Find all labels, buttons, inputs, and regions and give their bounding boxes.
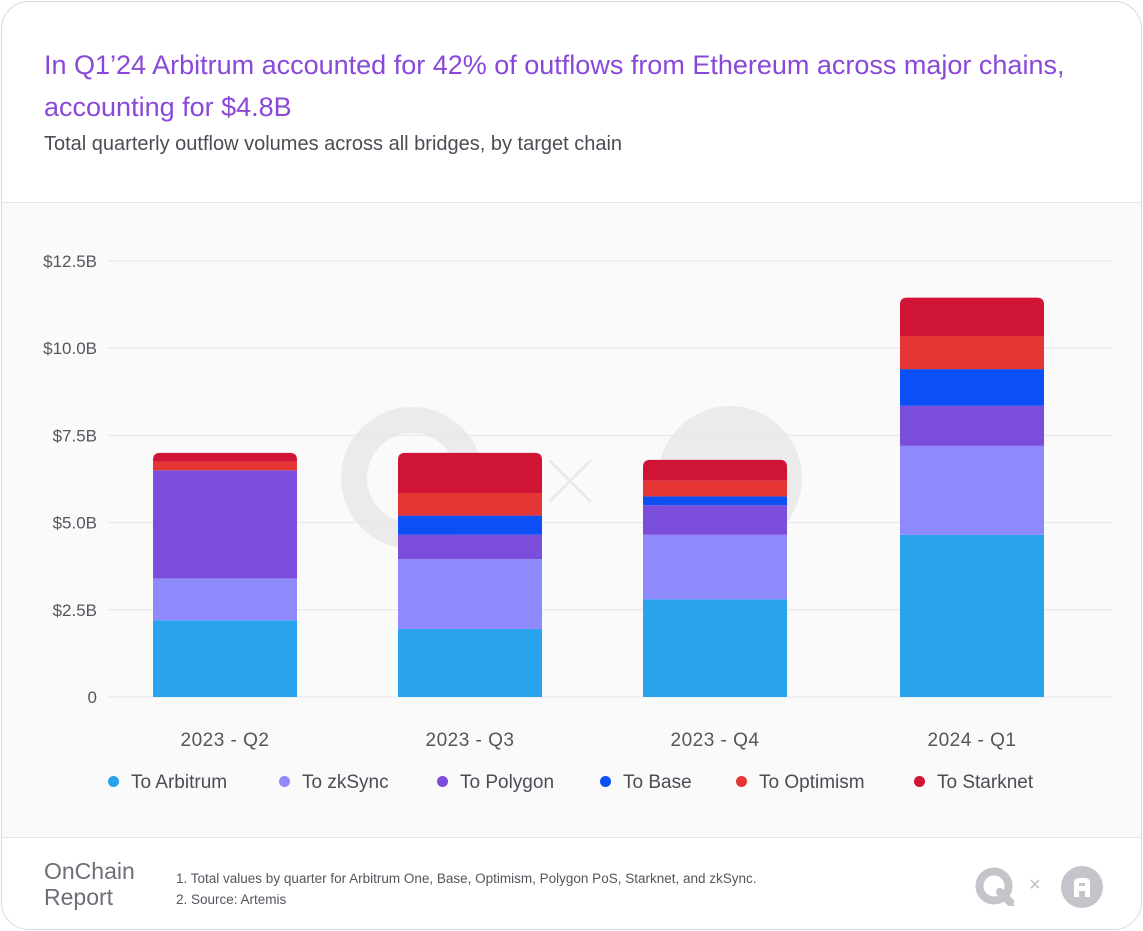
footnote-2: 2. Source: Artemis: [176, 892, 287, 907]
legend-label: To Starknet: [937, 772, 1034, 793]
bar-segment: [900, 534, 1044, 697]
bar-segment: [900, 335, 1044, 370]
bar-segment: [153, 620, 297, 697]
footnote-1: 1. Total values by quarter for Arbitrum …: [176, 871, 757, 886]
legend-label: To Optimism: [759, 772, 865, 793]
y-tick-label: $5.0B: [53, 514, 97, 533]
bar-segment: [643, 480, 787, 497]
legend-swatch: [108, 776, 119, 787]
bar-segment: [643, 505, 787, 535]
legend-swatch: [914, 776, 925, 787]
bar-segment: [643, 534, 787, 600]
legend-label: To Polygon: [460, 772, 555, 793]
y-tick-label: $2.5B: [53, 601, 97, 620]
x-tick-label: 2023 - Q4: [671, 730, 760, 751]
bar-segment: [643, 599, 787, 697]
x-tick-label: 2023 - Q3: [426, 730, 515, 751]
bar-segment: [398, 534, 542, 560]
bar-segment: [398, 492, 542, 516]
legend-label: To Base: [623, 772, 692, 793]
bar-segment: [643, 459, 787, 481]
footnotes: 1. Total values by quarter for Arbitrum …: [176, 868, 757, 910]
chart-subtitle: Total quarterly outflow volumes across a…: [44, 133, 623, 155]
y-tick-label: $10.0B: [43, 339, 97, 358]
bar-segment: [900, 445, 1044, 535]
legend-swatch: [279, 776, 290, 787]
chart-area: 0 $2.5B $5.0B $7.5B $10.0B $12.5B 2023 - Q2 202…: [2, 203, 1141, 837]
chart-header: In Q1’24 Arbitrum accounted for 42% of o…: [2, 2, 1141, 203]
bar-segment: [398, 452, 542, 493]
bar-segment: [153, 578, 297, 621]
bar-segment: [153, 470, 297, 579]
bar-stack: [900, 297, 1044, 697]
legend-item: To zkSync: [279, 769, 389, 797]
legend-item: To Arbitrum: [108, 769, 227, 797]
legend-swatch: [437, 776, 448, 787]
legend-item: To Starknet: [914, 769, 1033, 797]
stacked-bar-chart: 0 $2.5B $5.0B $7.5B $10.0B $12.5B 2023 - Q2 202…: [43, 252, 1112, 751]
bar-stack: [153, 452, 297, 697]
legend-label: To Arbitrum: [131, 772, 228, 793]
bar-segment: [643, 496, 787, 506]
brand-name: OnChain Report: [44, 858, 135, 910]
chart-title: In Q1’24 Arbitrum accounted for 42% of o…: [44, 50, 1065, 122]
legend-swatch: [736, 776, 747, 787]
y-tick-label: $7.5B: [53, 426, 97, 445]
legend-item: To Base: [600, 769, 692, 797]
legend-item: To Optimism: [736, 769, 865, 797]
bar-segment: [398, 628, 542, 697]
bar-segment: [398, 515, 542, 535]
bar-segment: [900, 297, 1044, 336]
legend-swatch: [600, 776, 611, 787]
x-tick-label: 2023 - Q2: [181, 730, 270, 751]
bar-stack: [398, 452, 542, 697]
legend-label: To zkSync: [302, 772, 389, 793]
bar-segment: [398, 559, 542, 629]
logo-separator: ×: [1029, 874, 1041, 896]
a-logo-icon: [1061, 866, 1103, 908]
q-logo-icon: [975, 867, 1014, 906]
report-footer: OnChain Report 1. Total values by quarte…: [2, 837, 1141, 929]
bar-segment: [900, 369, 1044, 406]
bar-segment: [153, 452, 297, 462]
x-tick-label: 2024 - Q1: [928, 730, 1017, 751]
y-tick-label: 0: [88, 688, 97, 707]
bar-segment: [900, 405, 1044, 446]
bar-segment: [153, 461, 297, 471]
legend-item: To Polygon: [437, 769, 554, 797]
y-tick-label: $12.5B: [43, 252, 97, 271]
bar-stack: [643, 459, 787, 697]
